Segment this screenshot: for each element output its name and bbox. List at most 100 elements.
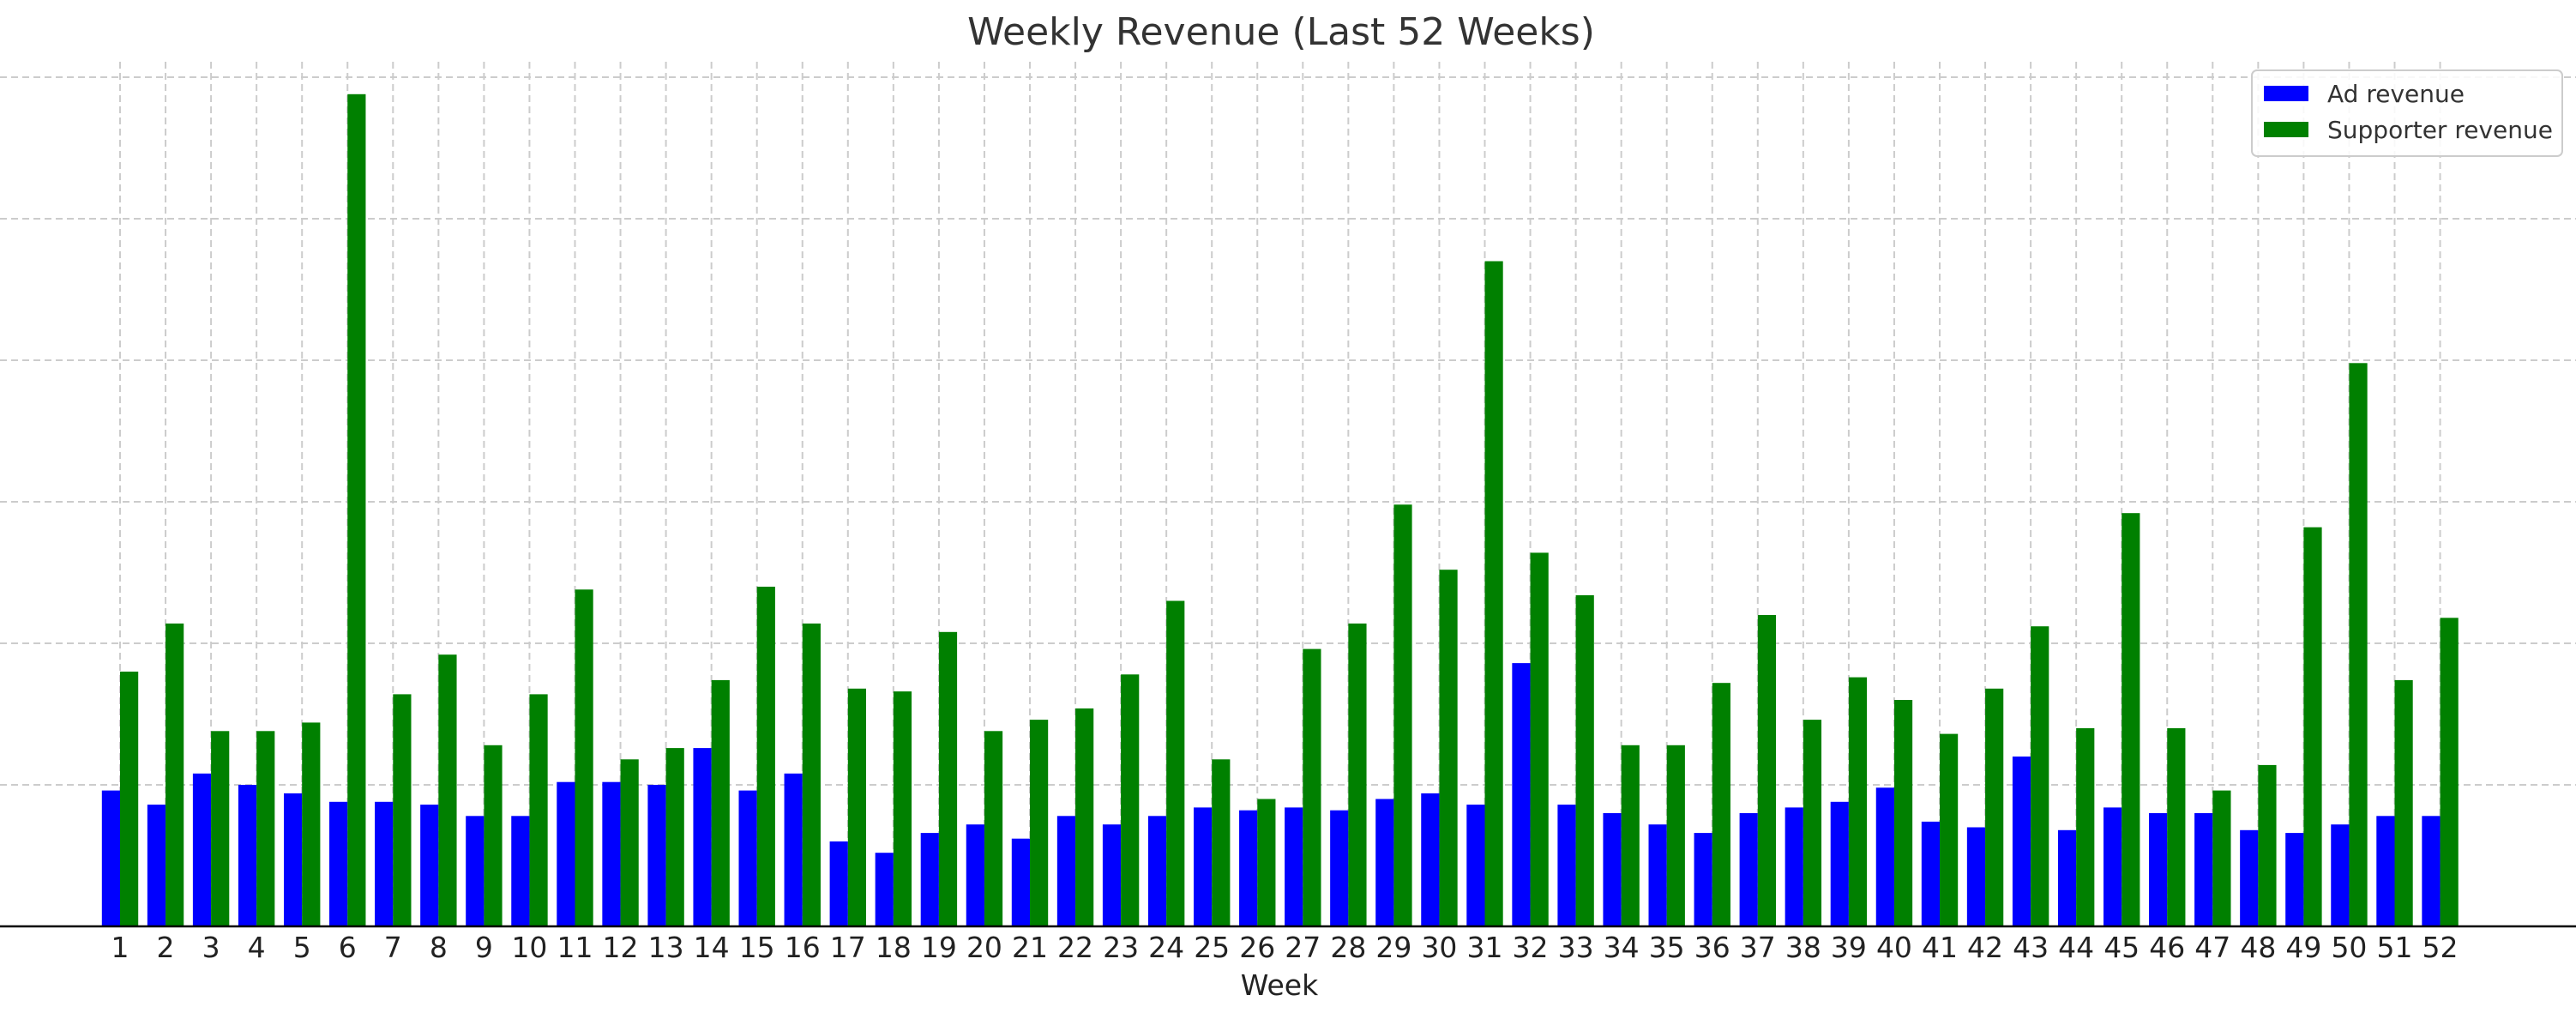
bar-supporter-revenue-week-10 [529,694,548,926]
bar-ad-revenue-week-36 [1694,833,1712,926]
bar-ad-revenue-week-28 [1330,810,1349,926]
bar-supporter-revenue-week-50 [2349,363,2368,926]
bar-ad-revenue-week-8 [420,805,439,926]
bar-ad-revenue-week-23 [1102,824,1122,926]
bar-ad-revenue-week-16 [784,773,803,926]
x-tick-label: 16 [785,931,821,964]
bar-ad-revenue-week-4 [238,785,257,926]
bar-supporter-revenue-week-3 [211,731,230,926]
bar-ad-revenue-week-32 [1512,663,1531,926]
bar-supporter-revenue-week-34 [1621,745,1640,926]
bar-supporter-revenue-week-31 [1484,261,1503,926]
bar-supporter-revenue-week-48 [2258,764,2277,926]
x-tick-label: 32 [1513,931,1549,964]
bar-ad-revenue-week-37 [1739,813,1758,926]
bar-ad-revenue-week-52 [2422,816,2441,926]
bar-supporter-revenue-week-2 [166,623,184,926]
bar-supporter-revenue-week-17 [847,688,866,926]
x-axis-label: Week [1241,968,1319,1002]
x-tick-label: 23 [1103,931,1139,964]
bar-ad-revenue-week-39 [1830,801,1849,926]
legend-box [2251,69,2563,157]
bar-ad-revenue-week-51 [2376,816,2395,926]
bar-ad-revenue-week-44 [2057,829,2077,926]
x-tick-label: 51 [2377,931,2413,964]
x-tick-label: 31 [1467,931,1503,964]
bar-supporter-revenue-week-27 [1303,648,1321,926]
bar-ad-revenue-week-25 [1194,807,1213,926]
bar-ad-revenue-week-13 [647,785,666,926]
bar-supporter-revenue-week-36 [1712,683,1730,926]
x-tick-label: 2 [157,931,175,964]
x-tick-label: 41 [1922,931,1958,964]
x-tick-label: 47 [2194,931,2230,964]
bar-supporter-revenue-week-46 [2167,728,2186,926]
legend: Ad revenue Supporter revenue [2251,69,2563,157]
bar-supporter-revenue-week-19 [938,631,958,926]
bar-supporter-revenue-week-5 [302,722,321,926]
x-tick-label: 7 [384,931,402,964]
x-tick-label: 13 [648,931,684,964]
bar-ad-revenue-week-40 [1875,787,1894,926]
bar-ad-revenue-week-22 [1056,816,1076,926]
bar-ad-revenue-week-48 [2240,829,2259,926]
x-tick-label: 48 [2240,931,2276,964]
bar-supporter-revenue-week-45 [2122,513,2140,926]
bar-supporter-revenue-week-40 [1893,700,1913,926]
bar-supporter-revenue-week-35 [1666,745,1685,926]
x-tick-label: 10 [511,931,547,964]
bar-supporter-revenue-week-9 [484,745,503,926]
bar-supporter-revenue-week-25 [1212,759,1231,926]
bar-ad-revenue-week-2 [147,805,166,926]
legend-swatch-ad-revenue [2264,86,2308,101]
x-tick-label: 39 [1831,931,1867,964]
x-tick-label: 6 [339,931,357,964]
bar-supporter-revenue-week-29 [1393,504,1412,926]
bar-ad-revenue-week-43 [2012,757,2031,926]
x-tick-label: 35 [1649,931,1685,964]
bar-supporter-revenue-week-15 [756,587,775,926]
bar-ad-revenue-week-12 [602,781,621,926]
bar-supporter-revenue-week-18 [893,691,912,926]
bar-supporter-revenue-week-47 [2212,790,2231,926]
bar-ad-revenue-week-50 [2331,824,2350,926]
x-tick-label: 25 [1194,931,1230,964]
x-tick-label: 33 [1558,931,1594,964]
x-tick-label: 43 [2013,931,2049,964]
bar-ad-revenue-week-17 [829,841,848,926]
x-tick-label: 40 [1876,931,1912,964]
bars-layer [101,93,2459,927]
bar-ad-revenue-week-18 [875,853,894,926]
bar-supporter-revenue-week-38 [1803,720,1822,926]
bar-supporter-revenue-week-12 [620,759,639,926]
bar-supporter-revenue-week-41 [1940,733,1959,926]
bar-ad-revenue-week-7 [375,801,394,926]
bar-ad-revenue-week-46 [2149,813,2168,926]
bar-ad-revenue-week-9 [466,816,485,926]
bar-supporter-revenue-week-32 [1530,552,1549,926]
x-tick-label: 38 [1785,931,1821,964]
bar-supporter-revenue-week-49 [2303,527,2322,926]
x-tick-label: 27 [1285,931,1321,964]
bar-supporter-revenue-week-42 [1985,688,2004,926]
bar-supporter-revenue-week-14 [711,679,730,926]
bar-ad-revenue-week-33 [1557,805,1576,926]
x-tick-label: 50 [2331,931,2367,964]
x-tick-label: 19 [921,931,957,964]
bar-ad-revenue-week-34 [1603,813,1622,926]
bar-ad-revenue-week-10 [511,816,530,926]
bar-ad-revenue-week-30 [1421,793,1440,926]
legend-swatch-supporter-revenue [2264,122,2308,137]
x-tick-label: 24 [1148,931,1184,964]
bar-supporter-revenue-week-20 [984,731,1003,926]
bar-ad-revenue-week-11 [557,781,575,926]
x-tick-label: 52 [2423,931,2459,964]
x-tick-label: 14 [694,931,730,964]
bar-supporter-revenue-week-13 [665,748,684,926]
bar-ad-revenue-week-15 [738,790,757,926]
x-tick-label: 30 [1421,931,1457,964]
bar-supporter-revenue-week-16 [802,623,821,926]
bar-supporter-revenue-week-30 [1439,570,1458,926]
bar-ad-revenue-week-24 [1147,816,1167,926]
